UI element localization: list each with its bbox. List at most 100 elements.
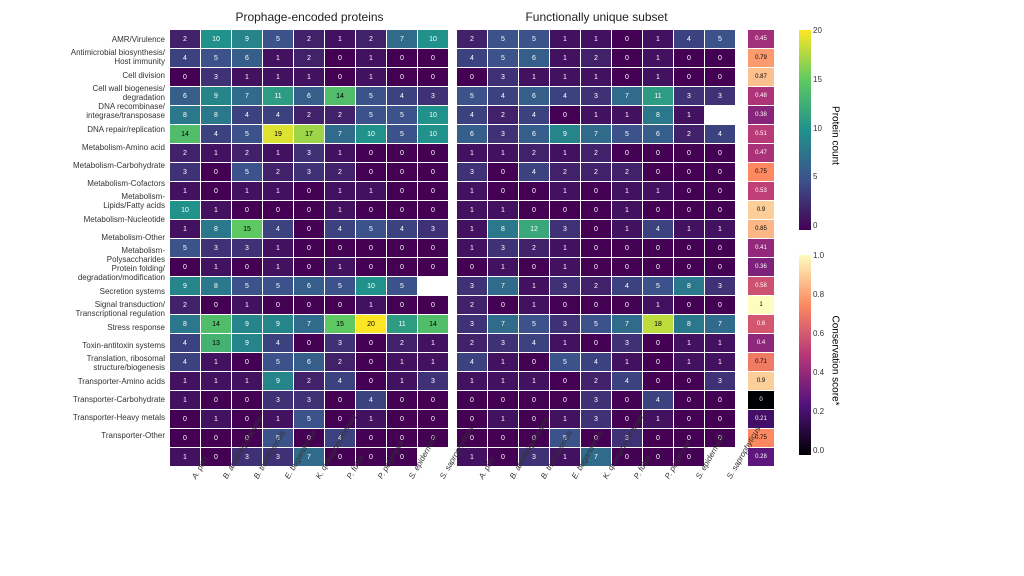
heatmap-cell: 0 [457, 68, 487, 86]
heatmap-cell: 0 [263, 296, 293, 314]
heatmap-cell: 1 [232, 372, 262, 390]
heatmap-cell: 1 [612, 220, 642, 238]
row-label: AMR/Virulence [10, 30, 165, 48]
heatmap-cell: 1 [550, 239, 580, 257]
heatmap-cell: 5 [643, 277, 673, 295]
heatmap-cell: 0 [418, 410, 448, 428]
heatmap-cell: 0 [418, 258, 448, 276]
row-label: Metabolism-Amino acid [10, 138, 165, 156]
heatmap-cell: 4 [232, 106, 262, 124]
heatmap-cell: 0 [325, 391, 355, 409]
heatmap-cell: 7 [387, 30, 417, 48]
heatmap-cell: 9 [263, 372, 293, 390]
heatmap-cell: 0 [581, 220, 611, 238]
heatmap-cell: 0 [356, 334, 386, 352]
heatmap-cell: 0 [550, 372, 580, 390]
conservation-cell: 0.79 [748, 49, 774, 67]
heatmap-cell: 0 [201, 182, 231, 200]
heatmap-cell: 1 [612, 201, 642, 219]
heatmap-cell: 0 [674, 410, 704, 428]
heatmap-cell: 0 [612, 239, 642, 257]
heatmap-cell: 0 [387, 258, 417, 276]
heatmap-cell: 5 [387, 106, 417, 124]
heatmap-cell: 0 [612, 258, 642, 276]
heatmap-cell: 7 [612, 315, 642, 333]
heatmap-cell: 0 [550, 106, 580, 124]
heatmap-cell: 10 [418, 106, 448, 124]
heatmap-cell: 4 [201, 125, 231, 143]
heatmap-cell: 2 [612, 163, 642, 181]
conservation-cell: 0.47 [748, 144, 774, 162]
cbar-tick: 10 [813, 124, 822, 133]
heatmap-cell: 0 [674, 258, 704, 276]
conservation-cell: 0.71 [748, 353, 774, 371]
heatmap-cell: 1 [457, 201, 487, 219]
heatmap-cell: 1 [201, 258, 231, 276]
heatmap-cell: 7 [488, 315, 518, 333]
heatmap-cell: 0 [612, 296, 642, 314]
heatmap-cell: 5 [581, 315, 611, 333]
heatmap-cell: 0 [263, 201, 293, 219]
conservation-cell: 0.21 [748, 410, 774, 428]
heatmap-cell [418, 277, 448, 295]
heatmap-cell: 0 [705, 258, 735, 276]
heatmap-cell: 1 [519, 372, 549, 390]
heatmap-cell: 2 [356, 30, 386, 48]
heatmap-cell: 4 [643, 220, 673, 238]
heatmap-cell: 1 [232, 68, 262, 86]
heatmap-cell: 0 [232, 258, 262, 276]
heatmap-cell: 2 [232, 144, 262, 162]
heatmap-cell: 1 [488, 258, 518, 276]
heatmap-cell: 4 [550, 87, 580, 105]
heatmap-cell: 0 [674, 296, 704, 314]
heatmap-cell: 3 [488, 239, 518, 257]
heatmap-cell: 0 [581, 258, 611, 276]
heatmap-cell: 0 [170, 410, 200, 428]
heatmap-cell: 0 [356, 258, 386, 276]
heatmap-cell: 0 [170, 429, 200, 447]
heatmap-cell: 1 [263, 182, 293, 200]
heatmap-cell: 10 [418, 30, 448, 48]
heatmap-cell: 3 [232, 239, 262, 257]
heatmap-cell: 0 [232, 201, 262, 219]
heatmap-cell: 1 [387, 353, 417, 371]
heatmap-cell: 7 [294, 315, 324, 333]
heatmap-cell: 0 [581, 182, 611, 200]
heatmap-cell: 3 [488, 334, 518, 352]
heatmap-cell: 1 [325, 30, 355, 48]
heatmap-cell: 14 [418, 315, 448, 333]
heatmap-cell: 2 [170, 144, 200, 162]
heatmap-cell: 0 [581, 334, 611, 352]
heatmap-cell: 1 [519, 277, 549, 295]
row-label: Cell division [10, 66, 165, 84]
heatmap-cell: 6 [294, 87, 324, 105]
heatmap-cell: 1 [263, 410, 293, 428]
heatmap-cell: 1 [170, 391, 200, 409]
heatmap-cell: 2 [170, 296, 200, 314]
heatmap-cell: 0 [356, 372, 386, 390]
conservation-column: 0.450.790.870.480.380.510.470.750.530.90… [748, 30, 774, 467]
heatmap-cell: 9 [263, 315, 293, 333]
conservation-cell: 0.9 [748, 201, 774, 219]
heatmap-cell: 0 [581, 239, 611, 257]
heatmap-cell: 1 [170, 220, 200, 238]
heatmap-cell: 9 [232, 334, 262, 352]
heatmap-cell: 1 [356, 410, 386, 428]
heatmap-cell: 1 [674, 106, 704, 124]
heatmap-left: Prophage-encoded proteins 21095212710456… [170, 10, 449, 566]
heatmap-cell: 0 [612, 391, 642, 409]
heatmap-cell: 0 [705, 410, 735, 428]
heatmap-cell: 0 [705, 239, 735, 257]
heatmap-cell: 0 [457, 258, 487, 276]
heatmap-cell: 2 [294, 372, 324, 390]
row-label: Translation, ribosomalstructure/biogenes… [10, 354, 165, 372]
heatmap-cell: 1 [643, 30, 673, 48]
heatmap-cell: 0 [170, 68, 200, 86]
heatmap-cell: 0 [170, 258, 200, 276]
heatmap-cell: 3 [550, 220, 580, 238]
heatmap-cell: 15 [232, 220, 262, 238]
heatmap-cell: 1 [356, 68, 386, 86]
heatmap-cell: 0 [418, 182, 448, 200]
heatmap-cell: 3 [170, 163, 200, 181]
heatmap-cell: 0 [418, 144, 448, 162]
